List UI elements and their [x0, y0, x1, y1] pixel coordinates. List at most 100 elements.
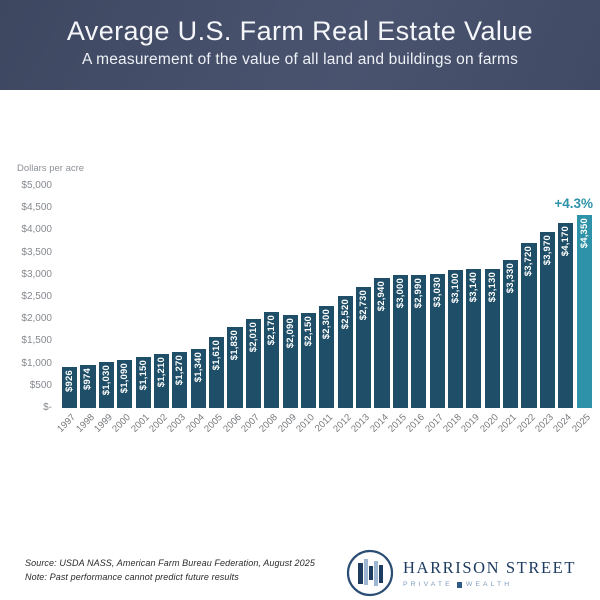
bar-value-label: $3,030	[431, 276, 443, 307]
bar-value-label: $1,270	[174, 354, 186, 385]
bar-slot-2016: $2,990 2016	[405, 186, 427, 435]
x-tick-label: 1999	[92, 412, 115, 435]
bar-2001: $1,150	[135, 356, 151, 408]
y-tick-label: $1,000	[21, 357, 52, 369]
bar-value-label: $2,300	[321, 308, 333, 340]
bar-value-label: $1,150	[137, 359, 149, 391]
bar-1997: $926	[62, 366, 78, 408]
bar-2011: $2,300	[319, 305, 335, 408]
bar-slot-2023: $3,970 2023	[533, 186, 556, 435]
logo-wordmark: HARRISON STREET	[403, 558, 576, 577]
bar-slot-2011: $2,300 2011	[313, 186, 335, 434]
bar-2013: $2,730	[356, 286, 372, 408]
x-tick-label: 2024	[551, 412, 575, 435]
bar-2020: $3,130	[484, 269, 500, 408]
bar-slot-1998: $974 1998	[74, 186, 97, 435]
disclaimer-note: Note: Past performance cannot predict fu…	[25, 571, 239, 582]
bar-value-label: $1,030	[100, 365, 112, 396]
x-tick-label: 2005	[202, 412, 226, 435]
bar-slot-2003: $1,270 2003	[166, 186, 188, 435]
bar-value-label: $2,170	[266, 314, 278, 345]
bar-2017: $3,030	[429, 273, 445, 408]
bar-value-label: $3,970	[541, 234, 553, 265]
bar-slot-2013: $2,730 2013	[349, 186, 372, 435]
bar-slot-2010: $2,150 2010	[294, 186, 317, 435]
x-tick-label: 2008	[257, 412, 281, 435]
bar-2006: $1,830	[227, 326, 243, 408]
header: Average U.S. Farm Real Estate Value A me…	[0, 0, 600, 90]
bar-value-label: $1,210	[155, 357, 167, 388]
building-glyph-icon	[456, 581, 462, 588]
bar-slot-2009: $2,090 2009	[276, 186, 299, 435]
page-title: Average U.S. Farm Real Estate Value	[66, 16, 534, 46]
bar-slot-2018: $3,100 2018	[441, 186, 464, 435]
bar-2003: $1,270	[172, 351, 188, 408]
bar-2022: $3,720	[521, 242, 537, 408]
x-tick-label: 2001	[128, 412, 152, 435]
y-tick-label: $3,500	[21, 246, 52, 258]
plot-area: $926 1997 $974 1998 $1,030 1999 $1,090 2000 $1,1…	[55, 186, 593, 435]
bar-1998: $974	[80, 364, 96, 408]
bar-slot-2007: $2,010 2007	[239, 186, 262, 435]
y-tick-label: $1,500	[21, 335, 52, 347]
bar-2004: $1,340	[190, 348, 206, 408]
bar-value-label: $1,340	[192, 351, 204, 382]
bar-value-label: $2,150	[302, 315, 314, 346]
x-tick-label: 2003	[165, 412, 189, 435]
bar-2018: $3,100	[447, 270, 464, 408]
x-tick-label: 2012	[331, 412, 354, 435]
y-axis-tick-labels: $5,000 $4,500 $4,000 $3,500 $3,000 $2,500 $2,0…	[0, 180, 52, 420]
bar-value-label: $3,140	[468, 271, 480, 302]
x-tick-label: 1998	[73, 412, 97, 435]
bar-value-label: $1,610	[211, 339, 223, 370]
bar-2000: $1,090	[117, 359, 133, 408]
bar-slot-2002: $1,210 2002	[147, 186, 170, 435]
bar-value-label: $2,520	[339, 299, 351, 330]
logo-tagline-private: PRIVATE	[403, 581, 453, 588]
bar-slot-2021: $3,330 2021	[496, 186, 519, 435]
bar-2012: $2,520	[337, 296, 353, 408]
x-tick-label: 2015	[386, 412, 409, 435]
bar-slot-2014: $2,940 2014	[368, 186, 391, 435]
y-tick-label: $500	[29, 379, 52, 391]
footer-notes: Source: USDA NASS, American Farm Bureau …	[25, 557, 315, 584]
bar-slot-2004: $1,340 2004	[184, 186, 207, 435]
harrison-street-logo: HARRISON STREET PRIVATE WEALTH	[346, 549, 576, 597]
x-tick-label: 2025	[569, 412, 593, 435]
bar-value-label: $3,100	[449, 273, 461, 304]
bar-slot-2005: $1,610 2005	[202, 186, 225, 435]
bar-slot-2008: $2,170 2008	[258, 186, 280, 435]
bar-2014: $2,940	[374, 277, 390, 408]
bar-slot-2019: $3,140 2019	[460, 186, 482, 435]
bar-1999: $1,030	[98, 362, 114, 408]
bar-slot-2017: $3,030 2017	[423, 186, 446, 435]
bar-slot-2006: $1,830 2006	[221, 186, 244, 435]
y-axis-unit-label: Dollars per acre	[17, 163, 85, 174]
logo-tagline: PRIVATE WEALTH	[403, 581, 576, 588]
x-tick-label: 2017	[422, 412, 446, 435]
bar-value-label: $1,830	[229, 329, 241, 360]
bar-slot-2015: $3,000 2015	[386, 186, 409, 435]
bar-2005: $1,610	[209, 336, 225, 408]
x-tick-label: 2019	[459, 412, 483, 435]
bar-value-label: $3,720	[523, 245, 535, 277]
x-tick-label: 2022	[514, 412, 538, 435]
bar-slot-2000: $1,090 2000	[111, 186, 133, 435]
bar-value-label: $4,350	[578, 217, 590, 249]
bar-slot-1999: $1,030 1999	[92, 186, 115, 435]
logo-tagline-wealth: WEALTH	[465, 581, 513, 588]
x-tick-label: 2018	[441, 412, 465, 435]
x-tick-label: 2009	[275, 412, 299, 435]
logo-text: HARRISON STREET PRIVATE WEALTH	[403, 558, 576, 588]
source-note: Source: USDA NASS, American Farm Bureau …	[25, 558, 315, 568]
bar-value-label: $3,000	[394, 277, 406, 309]
bar-series: $926 1997 $974 1998 $1,030 1999 $1,090 2000 $1,1…	[55, 186, 593, 435]
growth-annotation: +4.3%	[554, 195, 593, 211]
bar-2019: $3,140	[466, 268, 482, 408]
bar-2025: $4,350	[576, 214, 592, 408]
bar-value-label: $2,730	[358, 289, 370, 321]
y-tick-label: $4,000	[21, 224, 52, 236]
bar-value-label: $926	[64, 369, 76, 392]
bar-2007: $2,010	[245, 318, 261, 408]
